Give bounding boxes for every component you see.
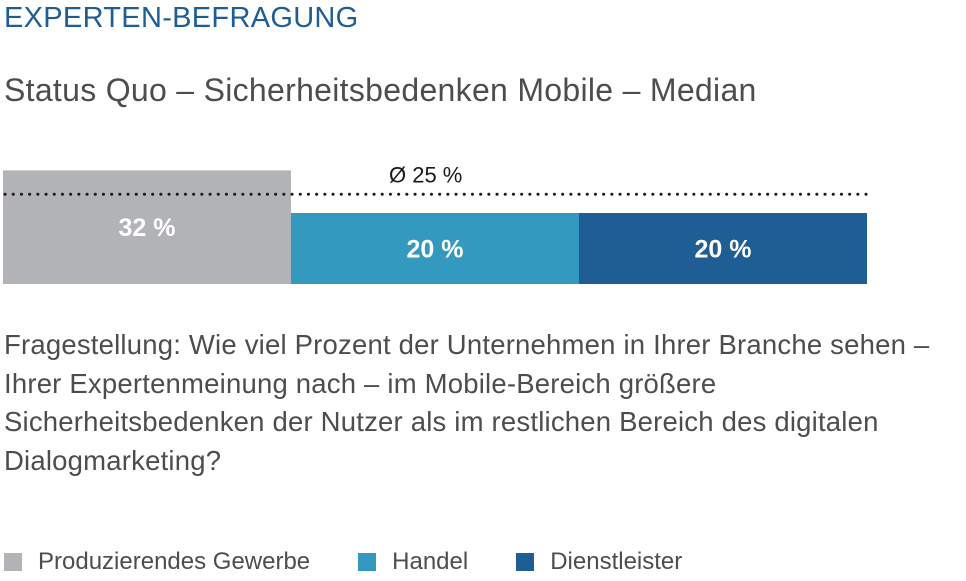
bar-handel [291, 213, 579, 284]
chart-title: Status Quo – Sicherheitsbedenken Mobile … [4, 72, 757, 108]
data-label-dienstleister: 20 % [695, 236, 752, 264]
legend-swatch [4, 553, 22, 571]
bar-chart: 32 % 20 % 20 % Ø 25 % [3, 162, 869, 284]
chart-kicker: EXPERTEN-BEFRAGUNG [4, 2, 359, 34]
legend-item-dienstleister: Dienstleister [516, 548, 682, 576]
average-label: Ø 25 % [389, 162, 462, 187]
question-text: Fragestellung: Wie viel Prozent der Unte… [4, 329, 930, 476]
legend-label: Dienstleister [550, 548, 683, 575]
legend-label: Handel [392, 548, 469, 575]
legend-swatch [358, 553, 377, 571]
bar-dienstleister [579, 213, 867, 284]
legend: Produzierendes Gewerbe Handel Dienstleis… [4, 547, 730, 577]
legend-swatch [516, 553, 535, 571]
data-label-handel: 20 % [407, 236, 464, 264]
data-label-produzierendes-gewerbe: 32 % [119, 214, 176, 242]
legend-item-produzierendes-gewerbe: Produzierendes Gewerbe [4, 548, 310, 576]
legend-item-handel: Handel [358, 548, 468, 576]
bar-produzierendes-gewerbe [3, 170, 291, 284]
legend-label: Produzierendes Gewerbe [38, 548, 311, 575]
